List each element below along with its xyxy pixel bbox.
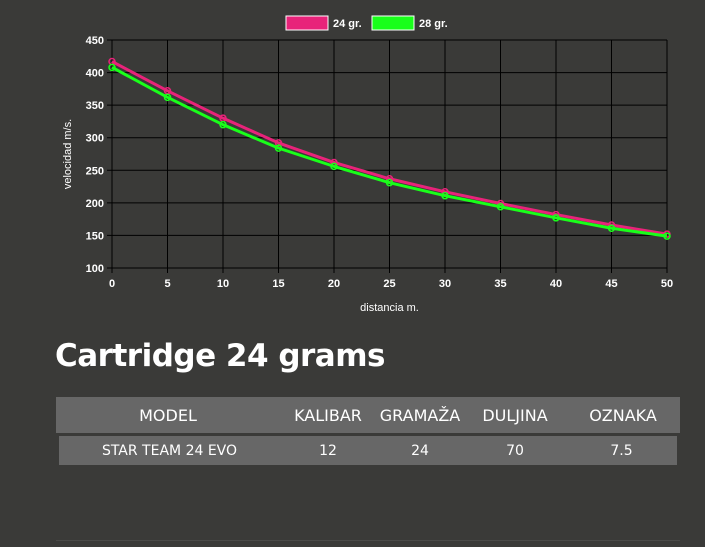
header-duljina: DULJINA <box>464 397 566 433</box>
x-tick-label: 30 <box>439 278 451 290</box>
y-tick-label: 350 <box>86 100 104 112</box>
x-axis-ticks: 0 5 10 15 20 25 30 35 40 45 50 <box>109 278 673 290</box>
x-tick-label: 15 <box>272 278 284 290</box>
chart-series <box>108 57 671 240</box>
data-point <box>552 214 560 222</box>
legend-swatch-2 <box>371 15 415 31</box>
y-tick-label: 200 <box>86 198 104 210</box>
header-model: MODEL <box>56 397 280 433</box>
x-tick-label: 5 <box>164 278 170 290</box>
data-point <box>108 63 116 72</box>
cell-duljina: 70 <box>464 433 566 465</box>
cartridge-spec-table: MODEL KALIBAR GRAMAŽA DULJINA OZNAKA STA… <box>56 397 680 465</box>
data-point <box>607 224 616 233</box>
x-axis-label: distancia m. <box>360 302 419 314</box>
series-line-2 <box>111 66 668 238</box>
table-header-row: MODEL KALIBAR GRAMAŽA DULJINA OZNAKA <box>56 397 680 433</box>
section-title: Cartridge 24 grams <box>55 338 385 374</box>
data-point <box>385 178 394 187</box>
y-tick-label: 250 <box>86 165 104 177</box>
data-point <box>219 120 227 129</box>
y-tick-label: 400 <box>86 68 104 80</box>
series-line-1 <box>111 60 668 236</box>
data-point <box>330 162 338 171</box>
data-point <box>274 144 283 152</box>
y-tick-label: 300 <box>86 133 104 145</box>
divider <box>56 540 680 541</box>
x-tick-label: 50 <box>661 278 673 290</box>
cell-oznaka: 7.5 <box>566 433 680 465</box>
legend-label-2: 28 gr. <box>419 18 448 30</box>
header-oznaka: OZNAKA <box>566 397 680 433</box>
data-point <box>274 139 283 147</box>
y-tick-label: 100 <box>86 263 104 275</box>
data-point <box>496 203 505 211</box>
x-tick-label: 20 <box>328 278 340 290</box>
cell-model: STAR TEAM 24 EVO <box>56 433 280 465</box>
data-point <box>163 93 172 102</box>
cell-kalibar: 12 <box>280 433 376 465</box>
header-gramaza: GRAMAŽA <box>376 397 464 433</box>
legend-swatch-1 <box>285 15 329 31</box>
cell-gramaza: 24 <box>376 433 464 465</box>
x-tick-label: 45 <box>605 278 617 290</box>
velocity-chart: 24 gr. 28 gr. 100 150 200 250 300 350 400 450 0 5… <box>62 15 673 314</box>
x-tick-label: 10 <box>217 278 229 290</box>
x-tick-label: 25 <box>383 278 395 290</box>
legend-label-1: 24 gr. <box>333 18 362 30</box>
y-tick-label: 150 <box>86 230 104 242</box>
table-row: STAR TEAM 24 EVO 12 24 70 7.5 <box>56 433 680 465</box>
chart-grid <box>107 39 668 273</box>
y-axis-label: velocidad m/s. <box>62 119 74 189</box>
y-axis-ticks: 100 150 200 250 300 350 400 450 <box>86 35 104 275</box>
chart-legend: 24 gr. 28 gr. <box>285 15 448 31</box>
header-kalibar: KALIBAR <box>280 397 376 433</box>
y-tick-label: 450 <box>86 35 104 47</box>
data-point <box>441 191 449 200</box>
x-tick-label: 35 <box>494 278 506 290</box>
data-point <box>663 232 671 240</box>
x-tick-label: 40 <box>550 278 562 290</box>
x-tick-label: 0 <box>109 278 115 290</box>
